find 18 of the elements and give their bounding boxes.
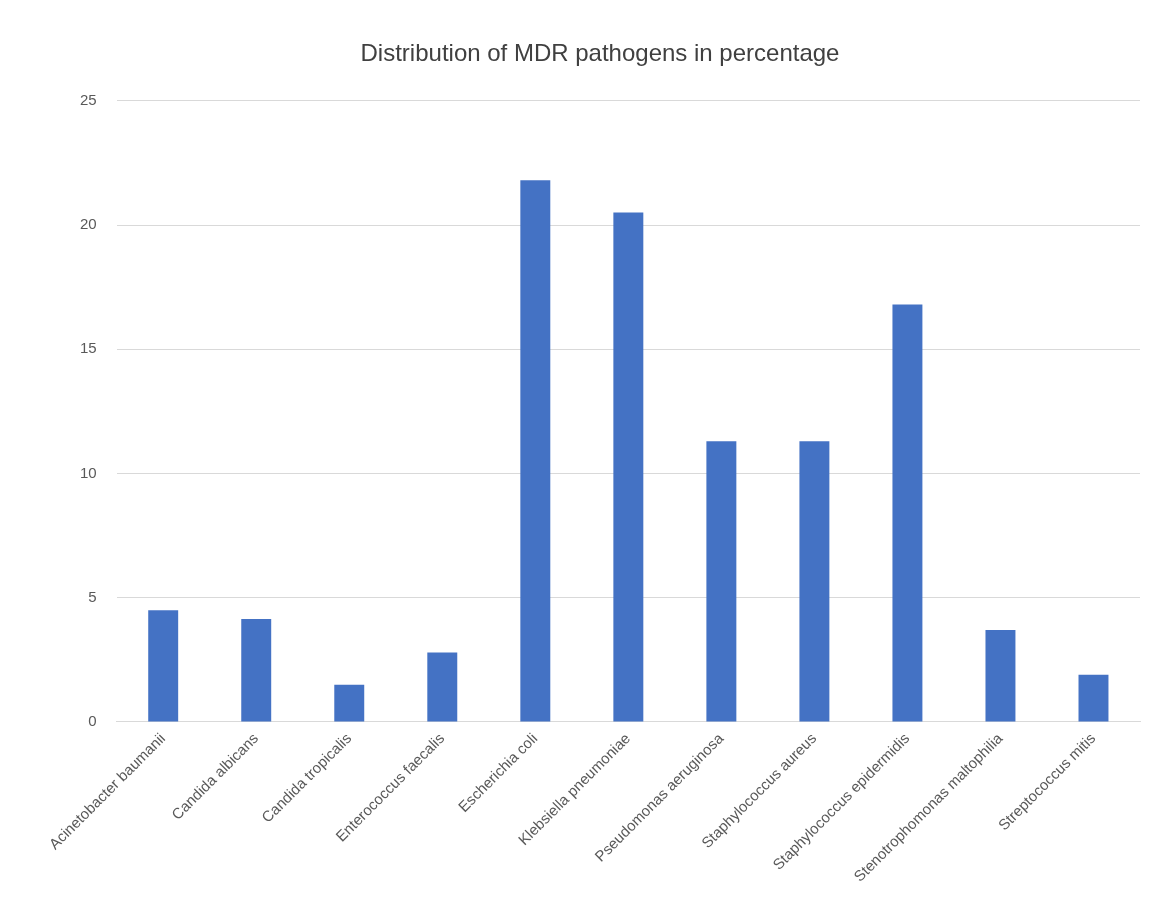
- y-tick-label: 5: [88, 587, 97, 605]
- y-tick-label: 10: [80, 463, 97, 481]
- chart-title: Distribution of MDR pathogens in percentage: [360, 39, 840, 67]
- bar: [241, 618, 272, 722]
- bar: [706, 441, 737, 722]
- y-tick-label: 15: [80, 339, 97, 357]
- bar: [334, 684, 365, 722]
- y-tick-label: 20: [80, 215, 97, 233]
- bar: [985, 630, 1016, 722]
- bar: [148, 610, 179, 722]
- bar: [520, 180, 551, 722]
- y-tick-label: 0: [88, 712, 97, 730]
- bar: [1078, 674, 1109, 722]
- bar: [613, 212, 644, 722]
- bar: [892, 304, 923, 722]
- bar: [799, 441, 830, 722]
- bar: [427, 652, 458, 722]
- y-tick-label: 25: [80, 90, 97, 108]
